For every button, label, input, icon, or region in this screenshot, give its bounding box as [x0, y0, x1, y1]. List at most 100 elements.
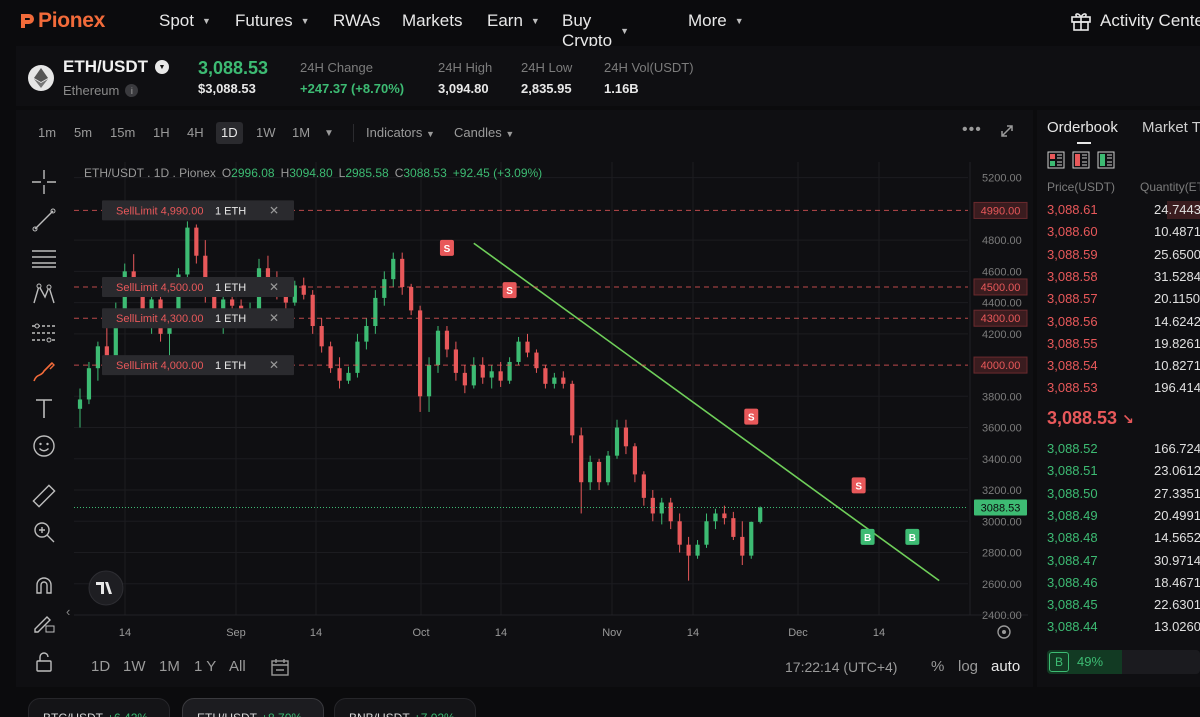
candles-menu[interactable]: Candles ▼: [454, 122, 514, 145]
timeframe-4H[interactable]: 4H: [187, 125, 204, 140]
nav-item-spot[interactable]: Spot ▼: [159, 11, 211, 31]
range-button-1d[interactable]: 1D: [91, 658, 111, 675]
nav-item-markets[interactable]: Markets: [402, 11, 462, 31]
current-price-tag-bg: [974, 499, 1027, 516]
nav-item-more[interactable]: More ▼: [688, 11, 744, 31]
bid-row[interactable]: 3,088.51 23.0612: [1037, 460, 1200, 482]
nav-item-buy-crypto[interactable]: Buy Crypto ▼: [562, 11, 629, 51]
reset-chart-icon[interactable]: [997, 625, 1011, 639]
magnet-icon[interactable]: [30, 572, 58, 600]
pencil-lock-icon[interactable]: [30, 608, 58, 636]
nav-item-rwas[interactable]: RWAs: [333, 11, 380, 31]
expand-icon[interactable]: [999, 123, 1015, 139]
bid-row[interactable]: 3,088.52 166.7241: [1037, 438, 1200, 460]
pionex-logo-icon: [21, 14, 34, 28]
range-button-1w[interactable]: 1W: [123, 658, 146, 675]
buy-marker[interactable]: B: [860, 528, 875, 545]
bottom-ticker-btc[interactable]: BTC/USDT +6.42%: [28, 698, 170, 717]
close-icon[interactable]: ✕: [269, 280, 279, 294]
ask-row[interactable]: 3,088.55 19.8261: [1037, 333, 1200, 355]
timeframe-more-icon[interactable]: ▼: [324, 128, 334, 139]
tab-market-trades[interactable]: Market Trades: [1142, 119, 1200, 136]
sell-marker[interactable]: S: [851, 477, 866, 494]
pionex-logo[interactable]: Pionex: [18, 9, 105, 33]
text-tool-icon[interactable]: [30, 394, 58, 422]
scale-option-percent[interactable]: %: [931, 658, 945, 675]
price-axis-label: 4200.00: [982, 329, 1022, 341]
price-chart[interactable]: 5200.00 4800.00 4600.00 4400.00 4200.00 3800.…: [16, 110, 1033, 650]
view-asks-icon[interactable]: [1072, 151, 1090, 169]
bottom-ticker-eth[interactable]: ETH/USDT +8.70%: [182, 698, 324, 717]
close-icon[interactable]: ✕: [269, 203, 279, 217]
order-label[interactable]: SellLimit 4,000.00 1 ETH ✕: [102, 355, 294, 376]
pair-selector[interactable]: ETH/USDT ▼: [63, 57, 169, 77]
pattern-tool-icon[interactable]: [30, 280, 58, 308]
tradingview-logo-icon[interactable]: [88, 570, 124, 606]
timeframe-1W[interactable]: 1W: [256, 125, 276, 140]
bid-row[interactable]: 3,088.47 30.9714: [1037, 550, 1200, 572]
sell-marker[interactable]: S: [502, 282, 517, 299]
bid-row[interactable]: 3,088.48 14.5652: [1037, 527, 1200, 549]
order-label[interactable]: SellLimit 4,500.00 1 ETH ✕: [102, 276, 294, 297]
more-dots-icon[interactable]: •••: [962, 121, 982, 138]
range-button-1m[interactable]: 1M: [159, 658, 180, 675]
horizontal-lines-icon[interactable]: [30, 244, 58, 272]
indicators-menu[interactable]: Indicators ▼: [366, 122, 435, 145]
close-icon[interactable]: ✕: [269, 358, 279, 372]
ask-row[interactable]: 3,088.58 31.5284: [1037, 266, 1200, 288]
bid-row[interactable]: 3,088.44 13.0260: [1037, 616, 1200, 638]
ruler-icon[interactable]: [30, 482, 58, 510]
nav-item-futures[interactable]: Futures ▼: [235, 11, 310, 31]
range-button-1y[interactable]: 1 Y: [194, 658, 217, 675]
order-label[interactable]: SellLimit 4,990.00 1 ETH ✕: [102, 200, 294, 221]
view-both-icon[interactable]: [1047, 151, 1065, 169]
fib-tool-icon[interactable]: [30, 318, 58, 346]
bottom-ticker-bnb[interactable]: BNB/USDT +7.02%: [334, 698, 476, 717]
lock-icon[interactable]: [30, 648, 58, 676]
trendline-tool-icon[interactable]: [30, 206, 58, 234]
ask-row[interactable]: 3,088.59 25.6500: [1037, 244, 1200, 266]
timeframe-15m[interactable]: 15m: [110, 125, 136, 140]
price-axis-label: 3400.00: [982, 454, 1022, 466]
trend-line[interactable]: [473, 242, 940, 582]
bid-row[interactable]: 3,088.46 18.4671: [1037, 572, 1200, 594]
scale-option-auto[interactable]: auto: [991, 658, 1021, 675]
emoji-icon[interactable]: [30, 432, 58, 460]
buy-marker[interactable]: B: [905, 528, 920, 545]
close-icon[interactable]: ✕: [269, 311, 279, 325]
chart-clock: 17:22:14 (UTC+4): [785, 659, 898, 675]
timeframe-1D[interactable]: 1D: [216, 122, 243, 144]
sell-marker[interactable]: S: [744, 408, 759, 425]
range-button-all[interactable]: All: [229, 658, 246, 675]
candle: [355, 333, 360, 378]
calendar-range-icon[interactable]: [270, 657, 290, 677]
bid-row[interactable]: 3,088.49 20.4991: [1037, 505, 1200, 527]
timeframe-1m[interactable]: 1m: [38, 125, 57, 140]
order-price: 3,088.45: [1047, 597, 1098, 613]
ask-row[interactable]: 3,088.57 20.1150: [1037, 288, 1200, 310]
activity-center-link[interactable]: Activity Center: [1070, 10, 1200, 32]
ask-row[interactable]: 3,088.54 10.8271: [1037, 355, 1200, 377]
scale-option-log[interactable]: log: [958, 658, 979, 675]
timeframe-5m[interactable]: 5m: [74, 125, 93, 140]
zoom-in-icon[interactable]: [30, 518, 58, 546]
ask-row[interactable]: 3,088.53 196.4141: [1037, 377, 1200, 399]
nav-item-earn[interactable]: Earn ▼: [487, 11, 540, 31]
chevron-left-icon[interactable]: ‹: [66, 604, 71, 619]
ask-row[interactable]: 3,088.56 14.6242: [1037, 311, 1200, 333]
bid-row[interactable]: 3,088.50 27.3351: [1037, 483, 1200, 505]
order-label[interactable]: SellLimit 4,300.00 1 ETH ✕: [102, 308, 294, 329]
brush-icon[interactable]: [30, 358, 58, 386]
tab-orderbook[interactable]: Orderbook: [1047, 119, 1118, 136]
bid-row[interactable]: 3,088.45 22.6301: [1037, 594, 1200, 616]
sell-marker[interactable]: S: [439, 239, 454, 256]
crosshair-icon[interactable]: [30, 168, 58, 196]
order-price: 3,088.54: [1047, 358, 1098, 374]
ask-row[interactable]: 3,088.60 10.4871: [1037, 221, 1200, 243]
info-icon[interactable]: i: [125, 84, 139, 97]
timeframe-1H[interactable]: 1H: [153, 125, 170, 140]
view-bids-icon[interactable]: [1097, 151, 1115, 169]
timeframe-1M[interactable]: 1M: [292, 125, 311, 140]
coin-name: Ethereum i: [63, 83, 139, 98]
ask-row[interactable]: 3,088.61 24.7443: [1037, 199, 1200, 221]
